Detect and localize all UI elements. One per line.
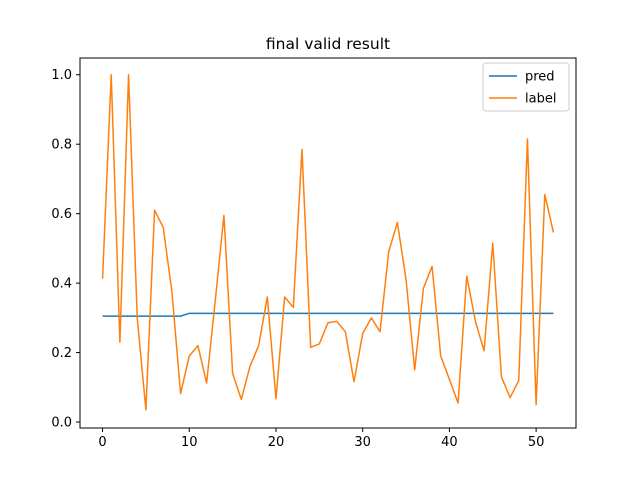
y-tick-label: 0.8 bbox=[51, 138, 72, 153]
x-tick-label: 10 bbox=[181, 435, 198, 450]
y-tick-label: 0.4 bbox=[51, 277, 72, 292]
x-tick-label: 50 bbox=[528, 435, 545, 450]
x-tick-label: 40 bbox=[441, 435, 458, 450]
axes: 0 10 20 30 40 50 0.0 0.2 0.4 0.6 0.8 1.0 bbox=[51, 57, 577, 450]
series-line-label bbox=[101, 73, 555, 411]
chart-title: final valid result bbox=[266, 35, 390, 53]
y-tick-label: 0.2 bbox=[51, 346, 72, 361]
y-tick-label: 1.0 bbox=[51, 68, 72, 83]
x-tick-label: 30 bbox=[354, 435, 371, 450]
axes-frame bbox=[79, 57, 577, 429]
y-tick-label: 0.0 bbox=[51, 416, 72, 431]
legend-box bbox=[482, 62, 570, 112]
series-line-pred bbox=[102, 312, 554, 317]
legend-label-label: label bbox=[525, 92, 556, 107]
y-tick-label: 0.6 bbox=[51, 207, 72, 222]
plot-area bbox=[101, 73, 555, 411]
legend: pred label bbox=[482, 62, 570, 112]
x-tick-label: 20 bbox=[268, 435, 285, 450]
legend-label-pred: pred bbox=[525, 70, 555, 85]
x-tick-label: 0 bbox=[98, 435, 106, 450]
